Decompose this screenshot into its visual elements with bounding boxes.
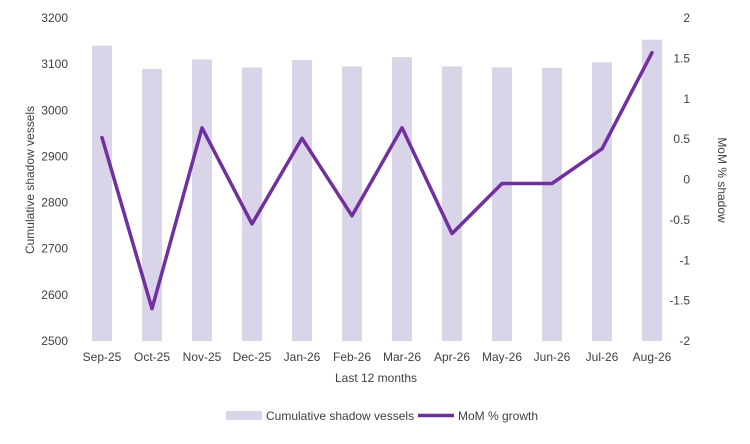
x-tick-label: Jun-26 [534,350,571,364]
left-tick-label: 3100 [41,57,68,71]
y2-axis-title: MoM % shadow [715,137,729,223]
left-tick-label: 2800 [41,196,68,210]
bar-jul-26 [592,62,612,342]
bar-may-26 [492,67,512,342]
x-tick-label: Sep-25 [83,350,122,364]
left-tick-label: 3200 [41,11,68,25]
bar-nov-25 [192,59,212,341]
bar-oct-25 [142,68,162,342]
x-tick-label: Aug-26 [633,350,672,364]
right-tick-label: -2 [679,334,690,348]
right-axis-ticks: -2 -1.5 -1 -0.5 0 0.5 1 1.5 2 [669,11,690,348]
legend-bar-label: Cumulative shadow vessels [266,409,414,423]
bar-feb-26 [342,66,362,342]
line-series [100,50,654,311]
right-tick-label: -0.5 [669,213,690,227]
legend-bar-swatch [226,411,262,420]
x-axis-title: Last 12 months [335,371,417,385]
right-tick-label: -1 [679,253,690,267]
left-tick-label: 2600 [41,288,68,302]
x-tick-label: Dec-25 [233,350,272,364]
bar-mar-26 [392,57,412,341]
bar-sep-25 [92,45,112,341]
x-tick-label: Mar-26 [383,350,421,364]
x-tick-label: Nov-25 [183,350,222,364]
bar-aug-26 [642,39,662,341]
right-tick-label: 1 [683,92,690,106]
right-tick-label: 0.5 [673,132,690,146]
legend-line-label: MoM % growth [458,409,538,423]
right-tick-label: 0 [683,173,690,187]
x-tick-label: May-26 [482,350,522,364]
y-axis-title: Cumulative shadow vessels [23,106,37,254]
left-tick-label: 2900 [41,149,68,163]
x-tick-label: Oct-25 [134,350,170,364]
legend: Cumulative shadow vessels MoM % growth [226,409,538,423]
bar-dec-25 [242,67,262,342]
bar-jun-26 [542,67,562,342]
left-tick-label: 2700 [41,242,68,256]
mom-growth-line [100,50,654,311]
left-tick-label: 3000 [41,103,68,117]
x-tick-label: Feb-26 [333,350,371,364]
bar-jan-26 [292,60,312,341]
bar-apr-26 [442,66,462,342]
right-tick-label: -1.5 [669,294,690,308]
x-tick-label: Jul-26 [586,350,619,364]
right-tick-label: 1.5 [673,51,690,65]
bar-series [92,39,662,342]
left-axis-ticks: 2500 2600 2700 2800 2900 3000 3100 3200 [41,11,68,348]
left-tick-label: 2500 [41,334,68,348]
x-tick-label: Jan-26 [284,350,321,364]
x-tick-label: Apr-26 [434,350,470,364]
x-axis-ticks: Sep-25 Oct-25 Nov-25 Dec-25 Jan-26 Feb-26 Mar-… [83,350,672,364]
right-tick-label: 2 [683,11,690,25]
